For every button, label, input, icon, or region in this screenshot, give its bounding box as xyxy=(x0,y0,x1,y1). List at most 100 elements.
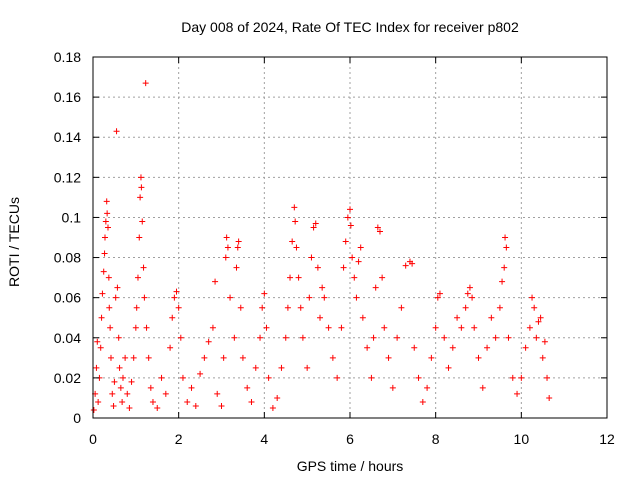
data-point xyxy=(357,244,364,251)
data-point xyxy=(112,294,119,301)
data-point xyxy=(252,364,259,371)
data-point xyxy=(546,394,553,401)
data-point xyxy=(458,324,465,331)
data-point xyxy=(502,234,509,241)
y-tick-label: 0.08 xyxy=(54,250,81,266)
y-tick-label: 0.02 xyxy=(54,370,81,386)
data-point xyxy=(142,80,149,87)
data-point xyxy=(434,294,441,301)
data-point xyxy=(184,398,191,405)
x-tick-label: 8 xyxy=(432,431,440,447)
data-point xyxy=(235,238,242,245)
y-tick-label: 0.1 xyxy=(62,209,82,225)
data-point xyxy=(223,234,230,241)
data-point xyxy=(239,354,246,361)
data-point xyxy=(269,404,276,411)
data-point xyxy=(282,334,289,341)
data-point xyxy=(449,344,456,351)
data-point xyxy=(107,354,114,361)
data-point xyxy=(138,184,145,191)
y-tick-label: 0.06 xyxy=(54,290,81,306)
data-point xyxy=(419,398,426,405)
data-point xyxy=(464,290,471,297)
data-point xyxy=(344,214,351,221)
data-point xyxy=(278,364,285,371)
data-point xyxy=(110,402,117,409)
data-point xyxy=(287,274,294,281)
y-axis-label: ROTI / TECUs xyxy=(6,197,22,287)
data-point xyxy=(188,384,195,391)
data-point xyxy=(424,384,431,391)
data-point xyxy=(107,324,114,331)
data-point xyxy=(314,264,321,271)
data-point xyxy=(119,398,126,405)
data-point xyxy=(385,354,392,361)
data-point xyxy=(134,274,141,281)
data-point xyxy=(291,204,298,211)
data-point xyxy=(492,334,499,341)
data-point xyxy=(334,374,341,381)
data-point xyxy=(411,344,418,351)
data-point xyxy=(503,244,510,251)
data-point xyxy=(231,334,238,341)
data-point xyxy=(259,304,266,311)
data-point xyxy=(381,324,388,331)
data-point xyxy=(130,354,137,361)
data-point xyxy=(526,324,533,331)
data-point xyxy=(197,370,204,377)
data-point xyxy=(102,218,109,225)
data-point xyxy=(147,384,154,391)
data-point xyxy=(299,334,306,341)
data-point xyxy=(113,128,120,135)
data-point xyxy=(308,254,315,261)
data-point xyxy=(126,404,133,411)
data-point xyxy=(454,314,461,321)
data-point xyxy=(154,404,161,411)
data-point xyxy=(537,314,544,321)
data-point xyxy=(105,274,112,281)
data-point xyxy=(101,250,108,257)
data-point xyxy=(227,294,234,301)
data-point xyxy=(261,290,268,297)
data-point xyxy=(201,354,208,361)
data-point xyxy=(321,294,328,301)
data-point xyxy=(94,338,101,345)
x-tick-label: 4 xyxy=(260,431,268,447)
data-point xyxy=(295,274,302,281)
data-point xyxy=(100,268,107,275)
data-point xyxy=(141,294,148,301)
data-points xyxy=(90,80,553,413)
data-point xyxy=(368,374,375,381)
data-point xyxy=(445,364,452,371)
y-tick-label: 0.16 xyxy=(54,89,81,105)
data-point xyxy=(137,194,144,201)
data-point xyxy=(171,294,178,301)
data-point xyxy=(471,324,478,331)
data-point xyxy=(374,224,381,231)
data-point xyxy=(533,334,540,341)
data-point xyxy=(117,384,124,391)
data-point xyxy=(136,234,143,241)
data-point xyxy=(541,338,548,345)
x-tick-label: 0 xyxy=(89,431,97,447)
data-point xyxy=(132,324,139,331)
data-point xyxy=(518,374,525,381)
data-point xyxy=(149,398,156,405)
data-point xyxy=(109,390,116,397)
data-point xyxy=(212,278,219,285)
data-point xyxy=(462,304,469,311)
data-point xyxy=(265,374,272,381)
data-point xyxy=(234,244,241,251)
data-point xyxy=(325,324,332,331)
data-point xyxy=(297,304,304,311)
data-point xyxy=(99,290,106,297)
data-point xyxy=(292,218,299,225)
data-point xyxy=(389,384,396,391)
data-point xyxy=(244,384,251,391)
data-point xyxy=(97,344,104,351)
data-point xyxy=(505,334,512,341)
data-point xyxy=(409,260,416,267)
data-point xyxy=(509,374,516,381)
data-point xyxy=(124,390,131,397)
